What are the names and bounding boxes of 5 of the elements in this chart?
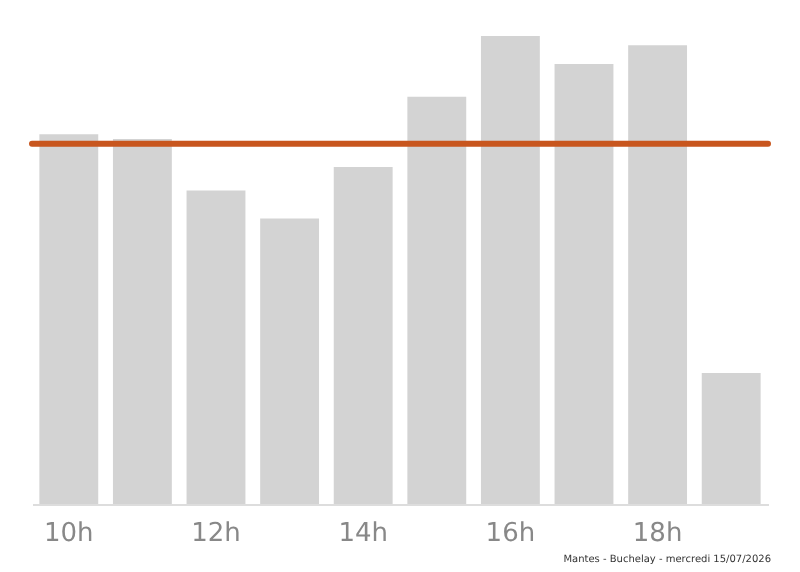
x-tick-label: 12h <box>191 519 241 549</box>
x-tick-label: 14h <box>338 519 388 549</box>
x-tick-label: 16h <box>485 519 536 549</box>
x-tick-label: 10h <box>44 519 94 549</box>
x-tick-label: 18h <box>632 519 683 549</box>
